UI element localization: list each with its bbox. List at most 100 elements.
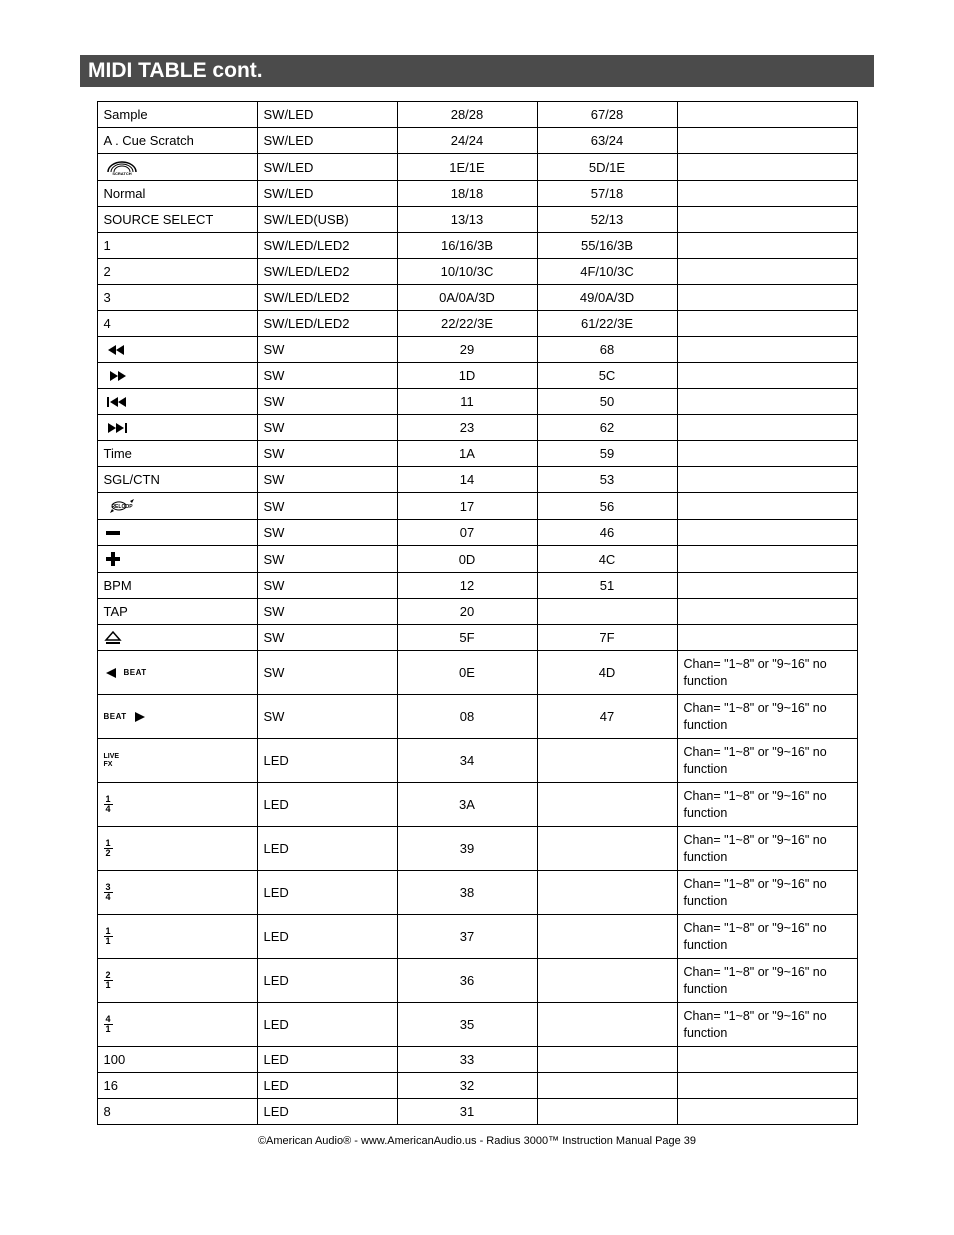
cell-name: RELOOP (97, 493, 257, 520)
cell-remark (677, 233, 857, 259)
cell-name: 1 (97, 233, 257, 259)
table-row: 14LED3AChan= "1~8" or "9~16" no function (97, 783, 857, 827)
beat-left-icon: BEAT (104, 667, 251, 679)
cell-val2 (537, 1003, 677, 1047)
table-row: 2SW/LED/LED210/10/3C4F/10/3C (97, 259, 857, 285)
cell-val1: 16/16/3B (397, 233, 537, 259)
cell-val1: 36 (397, 959, 537, 1003)
cell-remark (677, 389, 857, 415)
cell-remark (677, 259, 857, 285)
cell-val1: 11 (397, 389, 537, 415)
table-row: 41LED35Chan= "1~8" or "9~16" no function (97, 1003, 857, 1047)
table-row: SW2362 (97, 415, 857, 441)
cell-name (97, 546, 257, 573)
cell-type: SW (257, 493, 397, 520)
cell-val2: 51 (537, 573, 677, 599)
cell-val1: 17 (397, 493, 537, 520)
cell-remark (677, 1099, 857, 1125)
table-row: SGL/CTNSW1453 (97, 467, 857, 493)
cell-remark: Chan= "1~8" or "9~16" no function (677, 739, 857, 783)
fraction-icon: 11 (104, 927, 113, 946)
cell-val1: 35 (397, 1003, 537, 1047)
table-row: SW0D4C (97, 546, 857, 573)
cell-type: LED (257, 1099, 397, 1125)
table-row: A . Cue ScratchSW/LED24/2463/24 (97, 128, 857, 154)
cell-val2: 4F/10/3C (537, 259, 677, 285)
table-row: 3SW/LED/LED20A/0A/3D49/0A/3D (97, 285, 857, 311)
cell-name (97, 625, 257, 651)
cell-val1: 1D (397, 363, 537, 389)
table-row: NormalSW/LED18/1857/18 (97, 181, 857, 207)
cell-type: SW/LED (257, 128, 397, 154)
table-row: TAPSW20 (97, 599, 857, 625)
cell-remark (677, 520, 857, 546)
cell-type: SW (257, 415, 397, 441)
cell-val2: 47 (537, 695, 677, 739)
cell-val2: 49/0A/3D (537, 285, 677, 311)
cell-name: BPM (97, 573, 257, 599)
cell-remark (677, 441, 857, 467)
cell-name: 12 (97, 827, 257, 871)
cell-name: TAP (97, 599, 257, 625)
cell-remark: Chan= "1~8" or "9~16" no function (677, 915, 857, 959)
table-row: 11LED37Chan= "1~8" or "9~16" no function (97, 915, 857, 959)
cell-val2: 46 (537, 520, 677, 546)
plus-icon (104, 550, 122, 568)
table-row: BEATSW0847Chan= "1~8" or "9~16" no funct… (97, 695, 857, 739)
table-row: BEATSW0E4DChan= "1~8" or "9~16" no funct… (97, 651, 857, 695)
cell-val2: 67/28 (537, 102, 677, 128)
cell-val2 (537, 915, 677, 959)
cell-val1: 34 (397, 739, 537, 783)
cell-name: 11 (97, 915, 257, 959)
cell-val1: 18/18 (397, 181, 537, 207)
cell-type: SW/LED/LED2 (257, 311, 397, 337)
cell-val2: 68 (537, 337, 677, 363)
cell-type: SW/LED/LED2 (257, 259, 397, 285)
cell-type: LED (257, 871, 397, 915)
cell-val2 (537, 783, 677, 827)
cell-type: SW (257, 389, 397, 415)
cell-val2 (537, 827, 677, 871)
cell-type: SW/LED (257, 154, 397, 181)
cell-remark (677, 102, 857, 128)
cell-type: SW (257, 625, 397, 651)
cell-type: SW/LED (257, 102, 397, 128)
cell-val1: 39 (397, 827, 537, 871)
cell-val2: 61/22/3E (537, 311, 677, 337)
table-row: 21LED36Chan= "1~8" or "9~16" no function (97, 959, 857, 1003)
cell-type: SW (257, 573, 397, 599)
cell-remark: Chan= "1~8" or "9~16" no function (677, 783, 857, 827)
cell-type: SW/LED(USB) (257, 207, 397, 233)
fraction-icon: 34 (104, 883, 113, 902)
footer-text: ©American Audio® - www.AmericanAudio.us … (80, 1135, 874, 1147)
seek-rev-icon (104, 343, 132, 357)
cell-val1: 28/28 (397, 102, 537, 128)
table-row: 4SW/LED/LED222/22/3E61/22/3E (97, 311, 857, 337)
table-row: BPMSW1251 (97, 573, 857, 599)
cell-val2 (537, 959, 677, 1003)
cell-remark (677, 467, 857, 493)
table-row: SW1D5C (97, 363, 857, 389)
cell-val1: 07 (397, 520, 537, 546)
cell-type: LED (257, 1003, 397, 1047)
seek-fwd-icon (104, 369, 132, 383)
cell-type: SW (257, 337, 397, 363)
fraction-icon: 41 (104, 1015, 113, 1034)
svg-text:RELOOP: RELOOP (111, 504, 133, 510)
fraction-icon: 12 (104, 839, 113, 858)
cell-val1: 13/13 (397, 207, 537, 233)
cell-remark (677, 128, 857, 154)
cell-name: Time (97, 441, 257, 467)
cell-remark: Chan= "1~8" or "9~16" no function (677, 651, 857, 695)
cell-name (97, 389, 257, 415)
table-row: RELOOPSW1756 (97, 493, 857, 520)
cell-name: LIVEFX (97, 739, 257, 783)
svg-text:SCRATCH: SCRATCH (112, 171, 131, 176)
table-row: SampleSW/LED28/2867/28 (97, 102, 857, 128)
cell-val1: 24/24 (397, 128, 537, 154)
cell-name: 100 (97, 1047, 257, 1073)
cell-val1: 0A/0A/3D (397, 285, 537, 311)
cell-remark (677, 625, 857, 651)
cell-name: 2 (97, 259, 257, 285)
table-row: SW1150 (97, 389, 857, 415)
